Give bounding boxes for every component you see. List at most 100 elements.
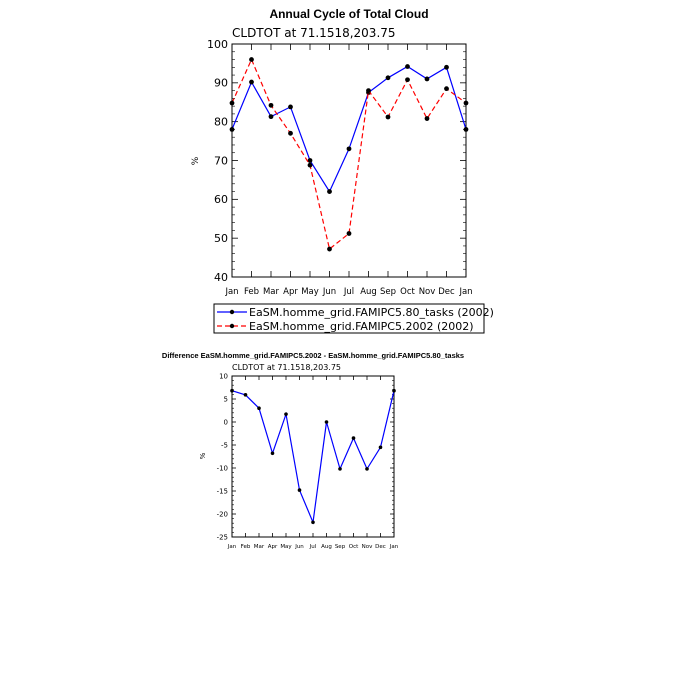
x-tick-label: Jun <box>294 544 304 550</box>
series-1-point <box>288 104 293 110</box>
series-1-point <box>378 445 383 450</box>
x-tick-label: Jan <box>458 287 472 297</box>
x-tick-label: Sep <box>335 544 346 550</box>
chart-subtitle: CLDTOT at 71.1518,203.75 <box>232 26 396 40</box>
chart-subtitle: CLDTOT at 71.1518,203.75 <box>232 363 341 372</box>
chart-title: Annual Cycle of Total Cloud <box>269 7 428 21</box>
series-2-point <box>307 162 313 168</box>
x-tick-label: Jan <box>224 287 238 297</box>
series-1-line <box>231 65 467 193</box>
series-2-point <box>385 114 391 120</box>
legend-label-series-2: EaSM.homme_grid.FAMIPC5.2002 (2002) <box>249 320 474 333</box>
plot-frame <box>231 43 467 278</box>
difference-chart: Difference EaSM.homme_grid.FAMIPC5.2002 … <box>162 351 464 550</box>
y-tick-label: 70 <box>214 154 228 167</box>
x-tick-label: Oct <box>400 287 415 297</box>
y-tick-label: 80 <box>214 116 228 129</box>
series-1-point <box>463 127 469 132</box>
series-1-point <box>338 467 342 471</box>
series-1-point <box>230 388 234 393</box>
series-layer <box>230 388 396 525</box>
series-1-point <box>444 64 449 70</box>
tick-layer: 40 50 60 70 80 90 100 Jan Feb Mar Apr May Jun Jul Aug S… <box>207 38 473 297</box>
legend-box <box>213 303 485 334</box>
x-tick-label: May <box>301 287 319 297</box>
x-tick-label: Dec <box>438 287 455 297</box>
series-2-point <box>327 246 332 252</box>
x-tick-label: Nov <box>362 544 373 550</box>
x-tick-label: Dec <box>375 544 386 550</box>
series-1-point <box>365 467 369 471</box>
series-1-point <box>385 75 391 81</box>
series-1-point <box>249 79 254 85</box>
y-tick-label: 0 <box>224 418 228 426</box>
series-1-point <box>324 420 329 424</box>
x-tick-label: Feb <box>241 544 251 550</box>
y-tick-label: -25 <box>217 533 228 541</box>
legend-marker-series-1 <box>229 309 235 315</box>
y-tick-label: 90 <box>214 77 228 90</box>
x-tick-label: Nov <box>419 287 436 297</box>
y-tick-label: -20 <box>217 510 228 518</box>
y-tick-label: -10 <box>217 464 228 472</box>
y-tick-label: 10 <box>219 372 228 380</box>
annual-cycle-chart: Annual Cycle of Total Cloud CLDTOT at 71… <box>191 7 473 297</box>
series-1-point <box>424 76 430 82</box>
series-1-point <box>392 388 396 393</box>
series-1-point <box>405 64 410 69</box>
y-tick-label: 40 <box>214 271 228 284</box>
x-tick-label: Oct <box>349 544 359 550</box>
x-tick-label: Feb <box>244 287 259 297</box>
x-tick-label: Jul <box>309 544 317 550</box>
x-tick-label: Aug <box>321 544 332 550</box>
x-tick-label: Apr <box>268 544 278 550</box>
x-tick-label: Jan <box>227 544 237 550</box>
series-2-point <box>249 57 254 62</box>
x-tick-label: Jul <box>343 287 354 297</box>
series-2-point <box>268 102 274 108</box>
x-tick-label: Sep <box>380 287 396 297</box>
series-2-point <box>229 100 235 106</box>
tick-layer: -25 -20 -15 -10 -5 0 5 10 Jan Feb Mar Apr May Jun Jul A… <box>217 372 399 550</box>
series-1-point <box>243 393 248 397</box>
y-tick-label: 100 <box>207 38 228 51</box>
series-1-point <box>229 127 235 132</box>
legend-marker-series-2 <box>229 323 235 329</box>
series-1-point <box>257 406 261 411</box>
series-1-point <box>297 488 302 492</box>
series-1-point <box>284 412 288 416</box>
y-axis-label: % <box>199 452 207 459</box>
y-tick-label: 60 <box>214 193 228 206</box>
series-1-point <box>311 520 315 525</box>
series-2-point <box>444 86 449 92</box>
y-tick-label: -5 <box>221 441 228 449</box>
x-tick-label: Mar <box>263 287 280 297</box>
series-layer <box>229 57 469 252</box>
series-2-point <box>346 231 352 236</box>
chart-title: Difference EaSM.homme_grid.FAMIPC5.2002 … <box>162 351 464 360</box>
series-1-point <box>307 158 313 163</box>
series-2-point <box>424 116 430 121</box>
series-2-point <box>366 88 371 93</box>
x-tick-label: Apr <box>283 287 298 297</box>
x-tick-label: Jun <box>322 287 336 297</box>
series-1-point <box>270 451 275 456</box>
x-tick-label: Jan <box>389 544 399 550</box>
y-tick-label: -15 <box>217 487 228 495</box>
legend-label-series-1: EaSM.homme_grid.FAMIPC5.80_tasks (2002) <box>249 306 494 319</box>
plot-frame <box>231 375 395 538</box>
series-2-point <box>463 100 469 106</box>
y-tick-label: 5 <box>224 395 228 403</box>
series-1-point <box>346 146 352 152</box>
x-tick-label: May <box>280 544 292 550</box>
series-1-line <box>231 390 395 525</box>
x-tick-label: Aug <box>360 287 377 297</box>
x-tick-label: Mar <box>254 544 265 550</box>
y-axis-label: % <box>191 156 201 165</box>
y-tick-label: 50 <box>214 232 228 245</box>
legend: EaSM.homme_grid.FAMIPC5.80_tasks (2002) … <box>213 303 494 334</box>
series-2-line <box>231 58 467 251</box>
series-1-point <box>327 189 332 194</box>
series-2-point <box>288 130 293 136</box>
